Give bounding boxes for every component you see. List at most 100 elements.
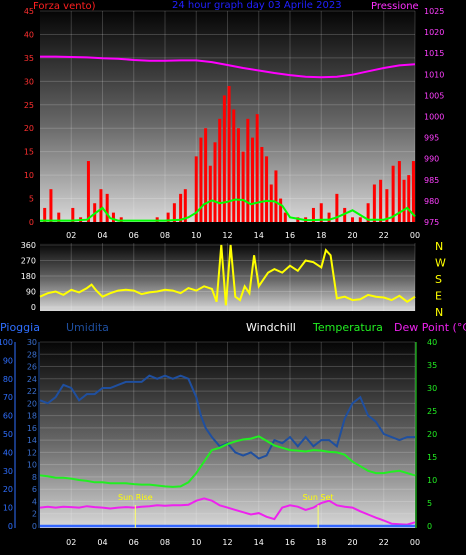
humidity-x-tick-label: 00	[410, 538, 420, 547]
temperature-tick-label: 5	[427, 499, 432, 508]
temperature-tick-label: 30	[427, 384, 437, 393]
wind-x-tick-label: 04	[97, 231, 107, 240]
wind-bar	[204, 128, 208, 222]
wind-bar	[358, 217, 362, 222]
legend-windchill: Windchill	[246, 321, 296, 334]
pressure-tick-label: 1005	[424, 91, 444, 100]
humidity-tick-label: 20	[27, 399, 37, 408]
humidity-tick-label: 14	[27, 436, 37, 445]
humidity-tick-label: 18	[27, 412, 37, 421]
direction-tick-label: 0	[31, 303, 36, 312]
pressure-tick-label: 990	[424, 155, 439, 164]
wind-series	[40, 55, 416, 223]
wind-tick-label: 45	[24, 7, 34, 16]
header-wind-label: Forza vento)	[33, 1, 96, 12]
wind-bar	[199, 137, 203, 222]
wind-bar	[218, 118, 222, 222]
wind-bar	[179, 193, 183, 222]
wind-bar	[283, 212, 287, 222]
wind-tick-label: 40	[24, 30, 34, 39]
compass-label: E	[435, 290, 442, 303]
wind-x-tick-label: 02	[66, 231, 76, 240]
wind-bar	[99, 189, 103, 222]
wind-bar	[213, 142, 217, 222]
wind-bar	[265, 156, 269, 222]
direction-tick-label: 90	[26, 288, 36, 297]
wind-bar	[227, 86, 231, 223]
humidity-tick-label: 0	[32, 522, 37, 531]
rain-tick-label: 100	[0, 338, 13, 347]
humidity-tick-label: 28	[27, 350, 37, 359]
humidity-tick-label: 10	[27, 461, 37, 470]
humidity-x-tick-label: 10	[191, 538, 201, 547]
humidity-tick-label: 4	[32, 497, 37, 506]
wind-bar	[379, 179, 383, 222]
humidity-x-tick-label: 18	[316, 538, 326, 547]
wind-bar	[279, 198, 283, 222]
direction-tick-label: 270	[21, 257, 36, 266]
humidity-x-tick-label: 02	[66, 538, 76, 547]
wind-bar	[402, 179, 406, 222]
humidity-x-tick-label: 08	[160, 538, 170, 547]
humidity-tick-label: 6	[32, 485, 37, 494]
wind-bar	[241, 151, 245, 222]
direction-series	[39, 244, 416, 306]
wind-bar	[269, 184, 273, 222]
humidity-tick-label: 8	[32, 473, 37, 482]
wind-bar	[327, 212, 331, 222]
wind-bar	[335, 193, 339, 222]
wind-bar	[222, 95, 226, 222]
humidity-x-tick-label: 16	[285, 538, 295, 547]
rain-tick-label: 50	[3, 430, 13, 439]
rain-tick-label: 10	[3, 504, 13, 513]
wind-bar	[255, 114, 259, 222]
wind-bar	[236, 128, 240, 222]
wind-x-tick-label: 20	[347, 231, 357, 240]
humidity-plot-area	[40, 342, 415, 528]
temperature-tick-label: 35	[427, 361, 437, 370]
dew_point-line	[39, 497, 416, 526]
wind-bar	[166, 212, 170, 222]
humidity-line	[39, 374, 415, 460]
legend-umidita: Umidita	[66, 321, 109, 334]
wind-tick-label: 15	[24, 148, 34, 157]
rain-tick-label: 20	[3, 485, 13, 494]
pressure-line	[40, 55, 416, 79]
wind-bar	[251, 137, 254, 222]
temperature-tick-label: 10	[427, 476, 437, 485]
wind-bar	[411, 161, 415, 222]
wind-bar	[385, 189, 389, 222]
humidity-tick-label: 24	[27, 375, 37, 384]
humidity-tick-label: 16	[27, 424, 37, 433]
pressure-tick-label: 995	[424, 134, 439, 143]
temperature-tick-label: 20	[427, 430, 437, 439]
compass-label: W	[435, 257, 446, 270]
wind-bar	[391, 165, 395, 222]
humidity-tick-label: 26	[27, 363, 37, 372]
wind-bar	[366, 203, 370, 222]
wind-bar	[57, 212, 61, 222]
humidity-x-tick-label: 04	[97, 538, 107, 547]
temperature-tick-label: 40	[427, 338, 437, 347]
wind-bar	[49, 189, 53, 222]
sun-rise-label: Sun Rise	[118, 493, 153, 502]
pressure-tick-label: 985	[424, 176, 439, 185]
humidity-grid	[40, 341, 416, 528]
wind-tick-label: 35	[24, 54, 34, 63]
wind-bar	[172, 203, 176, 222]
legend-temperatura: Temperatura	[312, 321, 383, 334]
wind-bar	[319, 203, 323, 222]
direction-line	[39, 244, 416, 306]
wind-bar	[105, 193, 109, 222]
wind-grid	[40, 10, 416, 222]
humidity-tick-label: 22	[27, 387, 37, 396]
humidity-x-tick-label: 22	[379, 538, 389, 547]
wind-tick-label: 25	[24, 101, 34, 110]
wind-tick-label: 5	[29, 195, 34, 204]
pressure-tick-label: 1000	[424, 113, 444, 122]
wind-bar	[372, 184, 376, 222]
header-pressure-label: Pressione	[371, 1, 419, 12]
temperature-line	[39, 435, 416, 488]
wind-x-tick-label: 22	[379, 231, 389, 240]
